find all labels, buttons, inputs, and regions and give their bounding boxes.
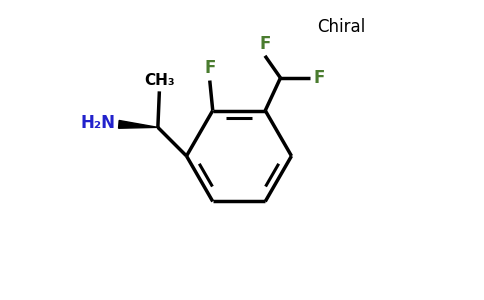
Text: F: F [314,69,325,87]
Text: F: F [259,35,271,53]
Text: Chiral: Chiral [317,18,365,36]
Text: F: F [204,59,215,77]
Polygon shape [119,121,158,128]
Text: CH₃: CH₃ [144,74,175,88]
Text: H₂N: H₂N [81,114,116,132]
